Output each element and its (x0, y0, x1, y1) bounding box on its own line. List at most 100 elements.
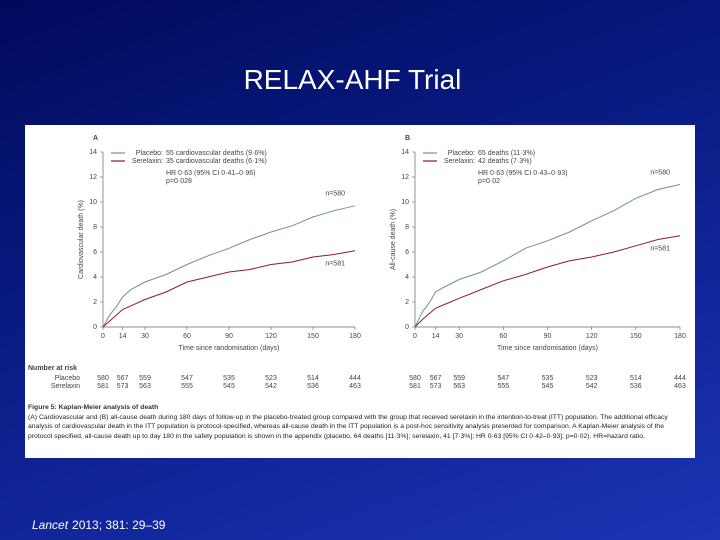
y-tick-label: 14 (401, 149, 409, 156)
km-curve (102, 250, 356, 328)
x-tick-label: 14 (432, 333, 440, 340)
end-label: n=580 (325, 191, 345, 198)
y-tick-label: 2 (93, 299, 97, 306)
x-axis-label: Time since randomisation (days) (179, 345, 280, 352)
y-tick-label: 4 (405, 274, 409, 281)
risk-value: 547 (181, 375, 193, 382)
risk-value: 581 (409, 383, 421, 390)
x-axis-label: Time since randomisation (days) (497, 345, 598, 352)
x-tick-label: 14 (119, 333, 127, 340)
y-tick-label: 12 (401, 174, 409, 181)
y-axis-label: All-cause death (%) (390, 209, 397, 270)
figure: Number at risk Placebo Serelaxin A 0 2 4 6 8 10 12… (25, 125, 695, 458)
legend-name: Serelaxin: (132, 158, 163, 165)
risk-value: 536 (307, 383, 319, 390)
risk-value: 523 (586, 375, 598, 382)
x-tick-label: 120 (586, 333, 598, 340)
panel-label: B (405, 135, 410, 142)
end-label: n=581 (650, 246, 670, 253)
x-tick-label: 60 (183, 333, 191, 340)
risk-value: 563 (139, 383, 151, 390)
risk-value: 514 (307, 375, 319, 382)
risk-value: 463 (349, 383, 361, 390)
x-tick-label: 180 (674, 333, 686, 340)
km-curve (414, 235, 681, 328)
caption-title: Figure 5: Kaplan-Meier analysis of death (28, 404, 159, 411)
y-tick-label: 10 (401, 199, 409, 206)
risk-value: 567 (117, 375, 129, 382)
x-tick-label: 180 (349, 333, 361, 340)
risk-value: 555 (181, 383, 193, 390)
x-tick-label: 150 (630, 333, 642, 340)
annotation: p=0·02 (478, 178, 500, 185)
risk-value: 444 (349, 375, 361, 382)
x-tick-label: 90 (544, 333, 552, 340)
risk-row-name: Serelaxin (51, 383, 80, 390)
risk-value: 535 (223, 375, 235, 382)
x-tick-label: 0 (101, 333, 105, 340)
risk-value: 559 (139, 375, 151, 382)
legend-detail: 55 cardiovascular deaths (9·6%) (166, 150, 267, 157)
x-tick-label: 0 (413, 333, 417, 340)
citation: Lancet 2013; 381: 29–39 (32, 518, 165, 532)
risk-value: 523 (265, 375, 277, 382)
risk-value: 463 (674, 383, 686, 390)
caption-text: (A) Cardiovascular and (B) all-cause dea… (28, 413, 668, 440)
y-tick-label: 12 (89, 174, 97, 181)
y-tick-label: 6 (405, 249, 409, 256)
legend-detail: 65 deaths (11·3%) (478, 150, 535, 157)
y-tick-label: 4 (93, 274, 97, 281)
risk-value: 555 (497, 383, 509, 390)
risk-value: 542 (265, 383, 277, 390)
legend-detail: 35 cardiovascular deaths (6·1%) (166, 158, 267, 165)
y-tick-label: 0 (405, 324, 409, 331)
risk-value: 573 (117, 383, 129, 390)
y-tick-label: 14 (89, 149, 97, 156)
risk-value: 559 (453, 375, 465, 382)
y-tick-label: 8 (405, 224, 409, 231)
risk-value: 580 (409, 375, 421, 382)
x-tick-label: 60 (499, 333, 507, 340)
risk-title: Number at risk (28, 365, 77, 372)
risk-value: 573 (430, 383, 442, 390)
annotation: HR 0·63 (95% CI 0·43–0·93) (478, 170, 568, 177)
risk-value: 535 (542, 375, 554, 382)
legend-name: Placebo: (448, 150, 475, 157)
km-curve (414, 184, 681, 328)
risk-value: 563 (453, 383, 465, 390)
risk-value: 545 (542, 383, 554, 390)
risk-value: 547 (497, 375, 509, 382)
risk-value: 545 (223, 383, 235, 390)
risk-value: 514 (630, 375, 642, 382)
x-tick-label: 90 (225, 333, 233, 340)
legend-detail: 42 deaths (7·3%) (478, 158, 532, 165)
y-tick-label: 6 (93, 249, 97, 256)
journal: Lancet (32, 518, 69, 532)
y-tick-label: 2 (405, 299, 409, 306)
end-label: n=580 (650, 169, 670, 176)
y-axis-label: Cardiovascular death (%) (78, 200, 85, 279)
risk-row-name: Placebo (55, 375, 80, 382)
y-tick-label: 8 (93, 224, 97, 231)
y-tick-label: 0 (93, 324, 97, 331)
legend-name: Placebo: (136, 150, 163, 157)
risk-value: 567 (430, 375, 442, 382)
end-label: n=581 (325, 261, 345, 268)
x-tick-label: 30 (455, 333, 463, 340)
x-tick-label: 120 (265, 333, 277, 340)
slide-title: RELAX-AHF Trial (243, 64, 462, 95)
risk-value: 580 (97, 375, 109, 382)
risk-value: 536 (630, 383, 642, 390)
y-tick-label: 10 (89, 199, 97, 206)
annotation: HR 0·63 (95% CI 0·41–0·96) (166, 170, 256, 177)
km-curve (102, 205, 356, 328)
legend-name: Serelaxin: (444, 158, 475, 165)
risk-value: 581 (97, 383, 109, 390)
x-tick-label: 30 (141, 333, 149, 340)
panel-label: A (93, 135, 98, 142)
caption: Figure 5: Kaplan-Meier analysis of death… (28, 403, 690, 441)
citation-details: 2013; 381: 29–39 (72, 518, 166, 532)
risk-value: 444 (674, 375, 686, 382)
annotation: p=0·028 (166, 178, 192, 185)
